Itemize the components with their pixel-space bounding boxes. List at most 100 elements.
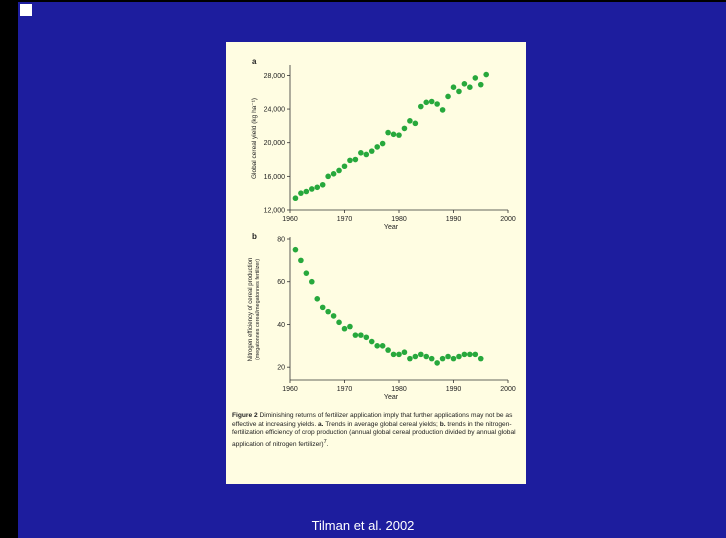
panel-a-y-tick-label: 28,000: [264, 73, 286, 80]
panel-a-x-tick-label: 1980: [391, 216, 407, 223]
panel-b-data-point: [368, 338, 375, 345]
panel-a-data-point: [396, 132, 402, 138]
panel-a-data-point: [379, 140, 386, 147]
panel-b-x-axis-label: Year: [384, 394, 399, 401]
panel-b-data-point: [401, 349, 408, 356]
panel-b-y-axis-label: Nitrogen efficiency of cereal production: [248, 258, 254, 362]
panel-b-data-point: [330, 313, 337, 319]
panel-a-data-point: [363, 151, 370, 158]
panel-a-x-tick-label: 1970: [337, 216, 353, 223]
caption-superscript: 7: [323, 438, 327, 445]
panel-b-data-point: [292, 246, 299, 253]
panel-b-data-point: [412, 353, 419, 360]
panel-a-data-point: [450, 84, 457, 90]
panel-a-data-point: [298, 190, 304, 196]
panel-b-x-tick-label: 2000: [500, 386, 516, 393]
caption-label-b: b.: [439, 420, 446, 428]
caption-text-end: .: [326, 440, 329, 448]
panel-a-data-point: [352, 156, 359, 163]
figure-caption: Figure 2 Diminishing returns of fertiliz…: [232, 412, 524, 449]
panel-b-data-point: [461, 351, 468, 358]
panel-a-y-axis-label: Global cereal yield (kg ha⁻¹): [251, 98, 258, 179]
panel-b-y-tick-label: 40: [277, 322, 285, 329]
panel-a-label: a: [252, 57, 257, 66]
panel-a-data-point: [412, 120, 419, 127]
panel-b-data-point: [303, 270, 310, 276]
panel-a-data-point: [445, 93, 451, 100]
panel-b-data-point: [456, 353, 462, 360]
caption-text-3: trends in the nitrogen-fertilization eff…: [232, 420, 516, 448]
panel-b-data-point: [363, 334, 370, 341]
caption-label-a: a.: [318, 420, 324, 428]
panel-b-x-tick-label: 1980: [391, 386, 407, 393]
panel-b-label: b: [252, 232, 257, 241]
figure-charts: a 1960 1970 1980 1990 2000 12,000 16,000 20,000 2…: [248, 57, 516, 401]
panel-b-data-point: [379, 343, 386, 349]
panel-b-data-point: [450, 355, 457, 362]
caption-figure-label: Figure 2: [232, 412, 258, 419]
panel-b-data-point: [390, 351, 397, 358]
panel-a-data-point: [461, 81, 468, 87]
panel-a-x-axis-label: Year: [384, 224, 399, 231]
panel-b-data-point: [319, 304, 326, 311]
panel-a-data-point: [401, 125, 408, 132]
panel-a-data-point: [385, 129, 391, 136]
panel-a-data-point: [472, 75, 479, 81]
panel-b-data-point: [477, 355, 484, 362]
panel-a-data-point: [374, 144, 380, 150]
panel-b-x-tick-label: 1970: [337, 386, 353, 393]
panel-a-data-point: [439, 107, 446, 113]
panel-b-data-point: [439, 355, 446, 362]
panel-a-y-tick-label: 20,000: [264, 140, 286, 147]
panel-a-data-point: [368, 148, 375, 154]
panel-b-data-point: [445, 353, 451, 360]
panel-a-x-tick-label: 1960: [282, 216, 298, 223]
figure-panel: a 1960 1970 1980 1990 2000 12,000 16,000 20,000 2…: [226, 42, 526, 484]
panel-a-data-point: [428, 98, 435, 105]
panel-a-x-tick-label: 1990: [446, 216, 462, 223]
panel-a-data-point: [477, 81, 484, 88]
panel-a-y-tick-label: 12,000: [264, 208, 286, 215]
panel-b-y-tick-label: 60: [277, 279, 285, 286]
panel-b-y-tick-label: 80: [277, 237, 285, 244]
panel-a-data-point: [314, 184, 321, 191]
panel-a-data-point: [303, 188, 310, 195]
panel-a-data-point: [325, 173, 331, 180]
panel-b-y-tick-label: 20: [277, 365, 285, 372]
panel-a-data-point: [336, 167, 342, 174]
caption-text-2: Trends in average global cereal yields;: [323, 420, 440, 428]
panel-a-data-point: [418, 103, 424, 110]
panel-a-data-point: [292, 195, 299, 202]
panel-a-x-tick-label: 2000: [500, 216, 516, 223]
caption-text-1: Diminishing returns of fertilizer applic…: [232, 412, 513, 428]
panel-a-data-point: [390, 131, 397, 138]
panel-a-data-point: [341, 163, 348, 170]
panel-b-data-point: [434, 360, 440, 366]
panel-b-data-point: [341, 325, 348, 332]
panel-b-x-tick-label: 1960: [282, 386, 298, 393]
panel-b-data-point: [336, 319, 342, 326]
panel-b-x-tick-label: 1990: [446, 386, 462, 393]
panel-b-data-point: [467, 351, 473, 358]
panel-b-data-point: [374, 343, 380, 349]
panel-b-data-point: [385, 347, 391, 353]
panel-b-data-point: [309, 278, 315, 285]
panel-a-data-point: [309, 186, 315, 192]
panel-b-y-axis-sublabel: (megatonnes cereal/megatonnes fertilizer…: [255, 259, 261, 360]
panel-b-data-point: [358, 332, 364, 338]
slide-bullet-marker: [20, 4, 32, 16]
panel-b-data-point: [418, 351, 424, 358]
panel-a-data-point: [330, 171, 337, 177]
panel-b-data-point: [352, 332, 359, 338]
panel-a-data-point: [407, 118, 413, 124]
panel-b-data-point: [298, 257, 304, 264]
panel-b-data-point: [396, 351, 402, 358]
panel-a-data-point: [467, 84, 473, 90]
panel-b-data-point: [423, 353, 430, 360]
panel-b-data-point: [407, 355, 413, 362]
panel-b-data-point: [472, 351, 479, 358]
panel-a-y-tick-label: 16,000: [264, 174, 286, 181]
panel-b-data-point: [325, 308, 331, 315]
panel-b-data-point: [347, 323, 353, 330]
panel-a-data-point: [434, 101, 440, 107]
